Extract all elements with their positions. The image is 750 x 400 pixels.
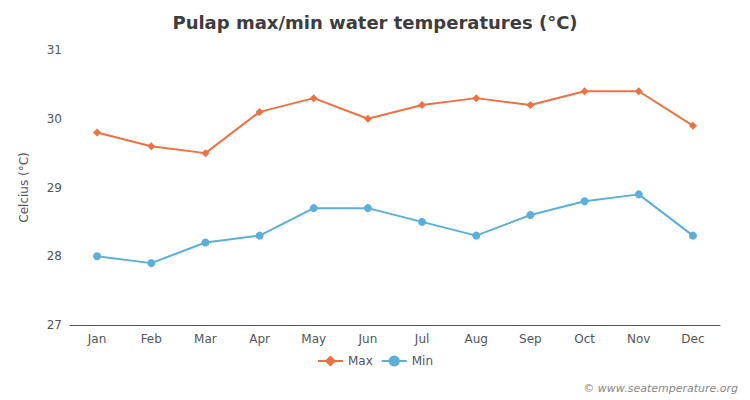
svg-text:Max: Max	[348, 354, 373, 368]
svg-text:Mar: Mar	[194, 332, 217, 346]
svg-text:Dec: Dec	[681, 332, 704, 346]
svg-text:Apr: Apr	[249, 332, 270, 346]
svg-text:© www.seatemperature.org: © www.seatemperature.org	[583, 382, 738, 395]
svg-text:27: 27	[47, 318, 62, 332]
svg-text:31: 31	[47, 43, 62, 57]
svg-text:Min: Min	[412, 354, 433, 368]
svg-text:Sep: Sep	[519, 332, 542, 346]
svg-text:Jul: Jul	[414, 332, 429, 346]
svg-text:May: May	[301, 332, 326, 346]
svg-text:Jun: Jun	[358, 332, 378, 346]
svg-text:Jan: Jan	[87, 332, 107, 346]
svg-text:Celcius (°C): Celcius (°C)	[17, 152, 31, 222]
svg-text:Pulap max/min water temperatur: Pulap max/min water temperatures (°C)	[172, 12, 577, 33]
svg-text:30: 30	[47, 112, 62, 126]
svg-text:28: 28	[47, 249, 62, 263]
svg-text:Aug: Aug	[465, 332, 488, 346]
svg-text:Feb: Feb	[141, 332, 162, 346]
svg-text:Oct: Oct	[574, 332, 595, 346]
svg-text:29: 29	[47, 181, 62, 195]
svg-text:Nov: Nov	[627, 332, 650, 346]
